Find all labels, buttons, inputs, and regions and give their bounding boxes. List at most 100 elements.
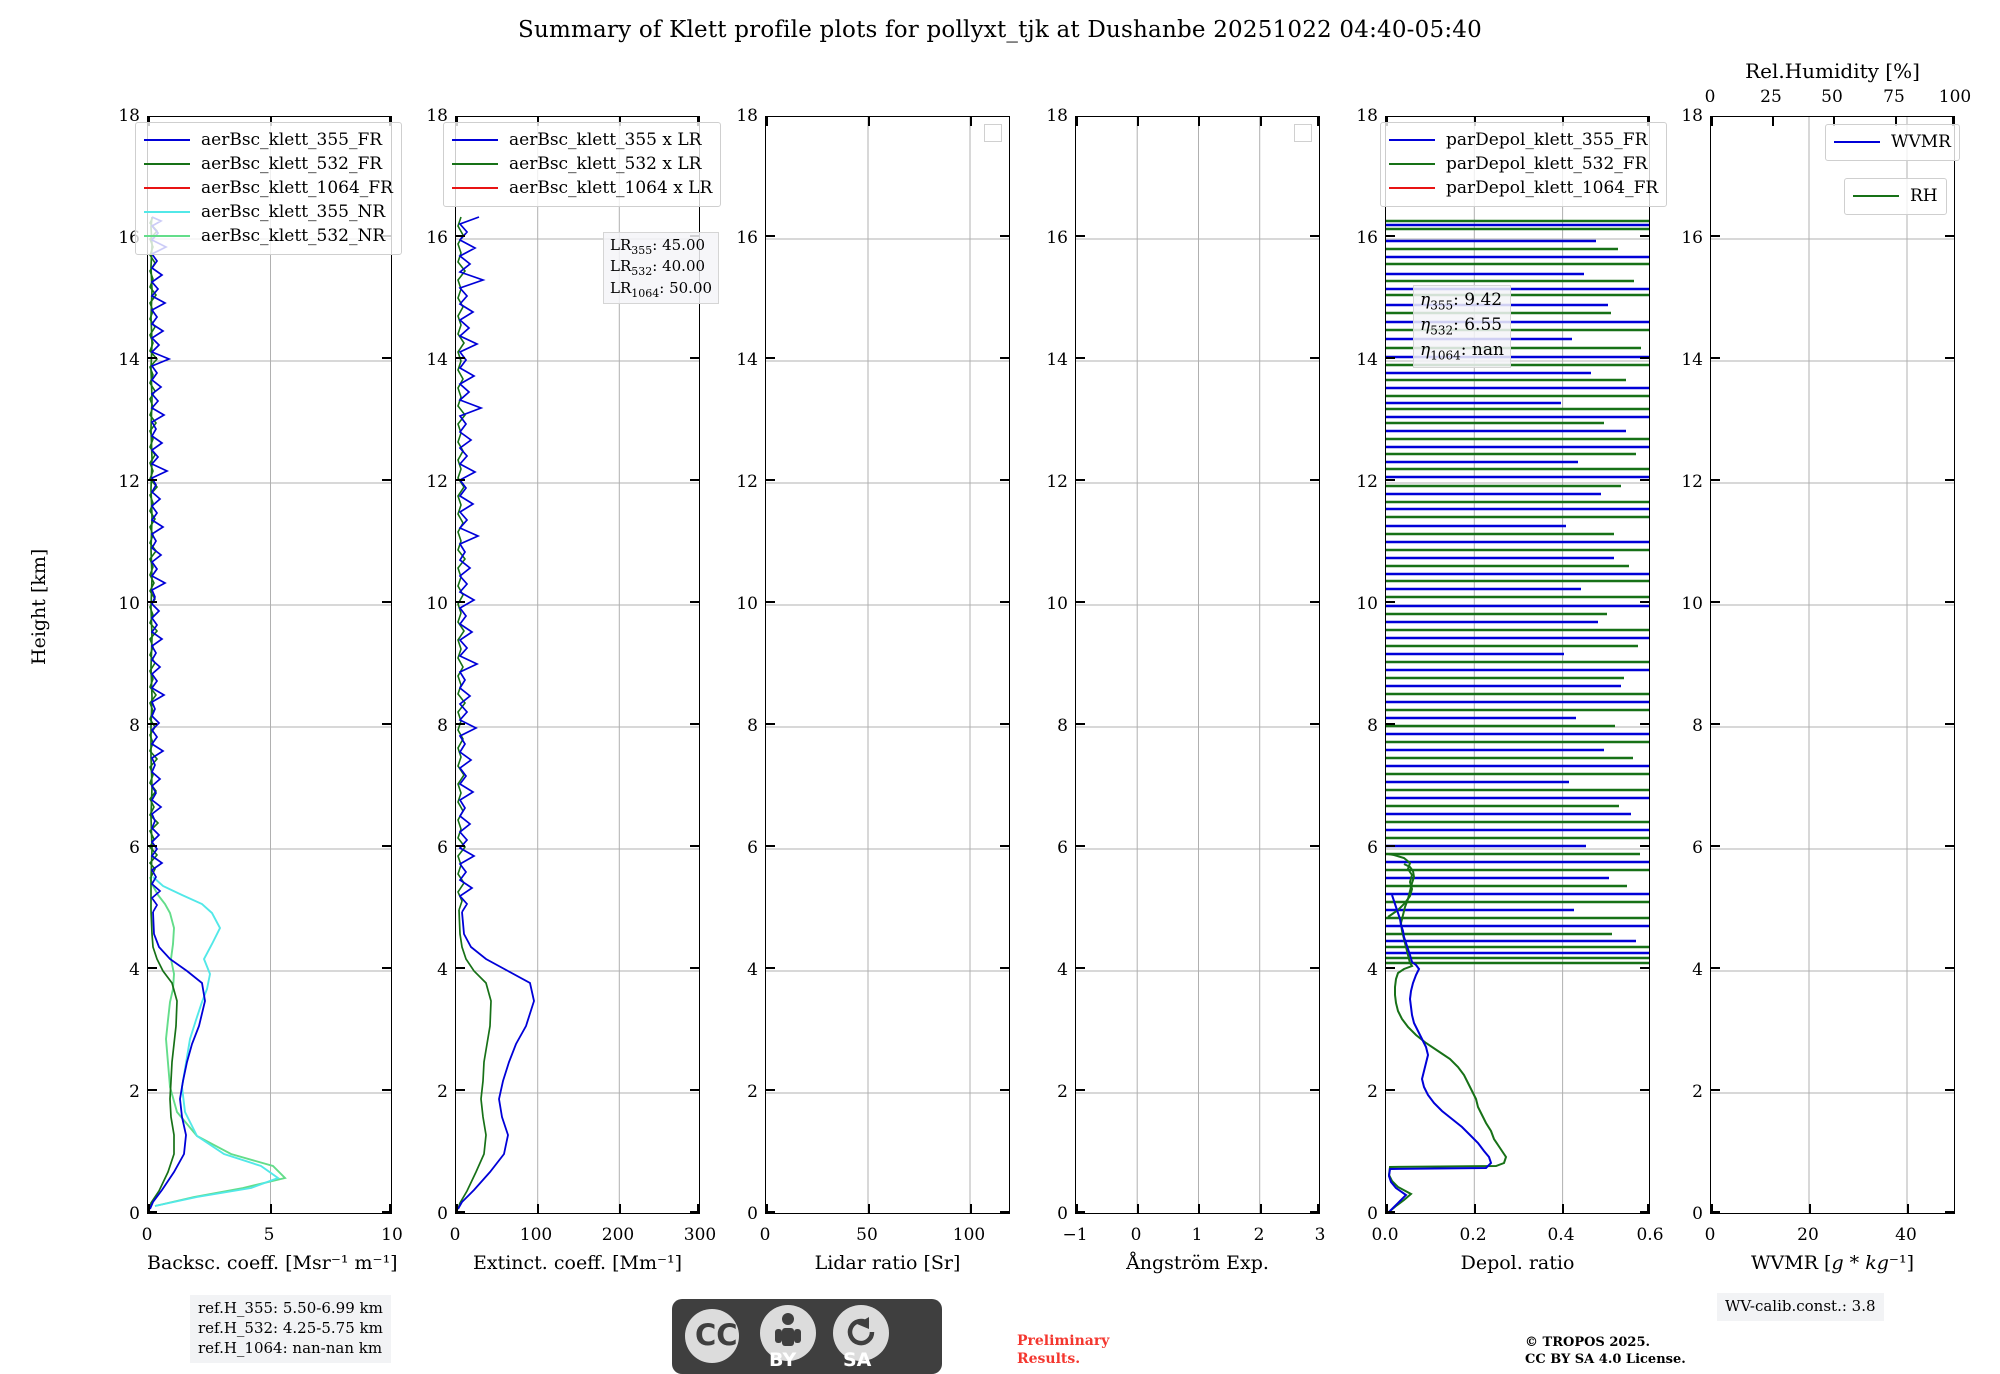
y-tick-14: 14 xyxy=(118,350,140,370)
y-tick-2: 2 xyxy=(1057,1082,1068,1102)
legend-swatch-line xyxy=(144,163,190,165)
x-tick-ae-2: 2 xyxy=(1253,1225,1265,1245)
legend-item-aerbsc-532-nr[interactable]: aerBsc_klett_532_NR xyxy=(144,224,393,248)
legend-item-pardepol-1064-fr[interactable]: parDepol_klett_1064_FR xyxy=(1389,176,1658,200)
y-tick-18: 18 xyxy=(118,106,140,126)
legend-label: parDepol_klett_355_FR xyxy=(1446,130,1648,150)
legend-item-aerbsc-355-nr[interactable]: aerBsc_klett_355_NR xyxy=(144,200,393,224)
wv-calib-const: WV-calib.const.: 3.8 xyxy=(1725,1297,1876,1315)
legend-item-aerbsc-532-fr[interactable]: aerBsc_klett_532_FR xyxy=(144,152,393,176)
y-tick-6: 6 xyxy=(747,838,758,858)
legend-label: aerBsc_klett_532_NR xyxy=(201,226,386,246)
by-label: BY xyxy=(769,1349,797,1371)
x-tick-dep-02: 0.2 xyxy=(1459,1225,1487,1245)
ref-h-355: ref.H_355: 5.50-6.99 km xyxy=(198,1299,383,1317)
y-tick-10: 10 xyxy=(118,594,140,614)
x-tick-dep-06: 0.6 xyxy=(1636,1225,1664,1245)
top-x-tick-rh-25: 25 xyxy=(1760,87,1782,107)
legend-angstrom-empty[interactable] xyxy=(1294,124,1312,142)
legend-item-aerbsc-1064-fr[interactable]: aerBsc_klett_1064_FR xyxy=(144,176,393,200)
legend-swatch-line xyxy=(452,187,498,189)
y-tick-4: 4 xyxy=(1057,960,1068,980)
copyright-line-1: © TROPOS 2025. xyxy=(1525,1335,1651,1350)
eta-532-value: 6.55 xyxy=(1464,314,1503,335)
legend-swatch-line xyxy=(1853,195,1899,197)
y-tick-18: 18 xyxy=(426,106,448,126)
y-tick-18: 18 xyxy=(1046,106,1068,126)
x-tick-ext-200: 200 xyxy=(601,1225,635,1245)
legend-label: WVMR xyxy=(1891,132,1951,152)
legend-item-pardepol-532-fr[interactable]: parDepol_klett_532_FR xyxy=(1389,152,1658,176)
x-axis-title-lidar-ratio: Lidar ratio [Sr] xyxy=(814,1252,961,1274)
y-tick-4: 4 xyxy=(437,960,448,980)
legend-swatch-line xyxy=(144,139,190,141)
legend-label: aerBsc_klett_532 x LR xyxy=(509,154,702,174)
copyright-note: © TROPOS 2025. CC BY SA 4.0 License. xyxy=(1525,1335,1686,1369)
y-tick-18: 18 xyxy=(736,106,758,126)
legend-item-pardepol-355-fr[interactable]: parDepol_klett_355_FR xyxy=(1389,128,1658,152)
y-tick-12: 12 xyxy=(736,472,758,492)
plot-area-lidar-ratio xyxy=(765,116,1010,1214)
y-tick-6: 6 xyxy=(437,838,448,858)
legend-item-rh[interactable]: RH xyxy=(1853,184,1938,208)
y-tick-12: 12 xyxy=(426,472,448,492)
x-axis-title-angstrom: Ångström Exp. xyxy=(1126,1252,1269,1274)
sa-circle xyxy=(833,1305,889,1361)
panel-water-vapour: 0 2 4 6 8 10 12 14 16 18 0 20 40 WVMR [g… xyxy=(1681,59,1971,1274)
y-tick-18: 18 xyxy=(1356,106,1378,126)
y-tick-14: 14 xyxy=(426,350,448,370)
legend-swatch-line xyxy=(144,211,190,213)
legend-item-ext-355[interactable]: aerBsc_klett_355 x LR xyxy=(452,128,712,152)
legend-item-ext-1064[interactable]: aerBsc_klett_1064 x LR xyxy=(452,176,712,200)
lidar-ratio-grid xyxy=(766,117,1009,1213)
wv-calib-box: WV-calib.const.: 3.8 xyxy=(1717,1293,1884,1321)
legend-item-aerbsc-355-fr[interactable]: aerBsc_klett_355_FR xyxy=(144,128,393,152)
extinction-curves xyxy=(456,117,699,1213)
legend-backscatter[interactable]: aerBsc_klett_355_FR aerBsc_klett_532_FR … xyxy=(135,122,402,255)
y-axis-label: Height [km] xyxy=(28,548,50,665)
legend-item-ext-532[interactable]: aerBsc_klett_532 x LR xyxy=(452,152,712,176)
plot-area-backscatter xyxy=(147,116,392,1214)
eta-355-value: 9.42 xyxy=(1464,290,1503,310)
legend-wvmr[interactable]: WVMR xyxy=(1825,124,1960,161)
x-tick-ext-0: 0 xyxy=(449,1225,461,1245)
x-tick-ext-100: 100 xyxy=(519,1225,553,1245)
cc-circle xyxy=(685,1309,739,1363)
legend-item-wvmr[interactable]: WVMR xyxy=(1834,130,1951,154)
x-tick-bsc-0: 0 xyxy=(141,1225,153,1245)
top-x-tick-rh-0: 0 xyxy=(1704,87,1716,107)
legend-label: aerBsc_klett_1064 x LR xyxy=(509,178,713,198)
reference-height-box: ref.H_355: 5.50-6.99 km ref.H_532: 4.25-… xyxy=(190,1295,391,1363)
legend-label: aerBsc_klett_355_FR xyxy=(201,130,383,150)
x-tick-ae-m1: −1 xyxy=(1062,1225,1088,1245)
lr-532-sub: 532 xyxy=(631,265,653,279)
x-tick-bsc-5: 5 xyxy=(263,1225,275,1245)
y-tick-4: 4 xyxy=(129,960,140,980)
panel-depol-ratio: 0 2 4 6 8 10 12 14 16 18 0.0 0.2 0.4 0.6… xyxy=(1356,106,1668,1274)
lr-1064-row: LR1064: 50.00 xyxy=(610,278,713,300)
depol-ratio-curves xyxy=(1386,117,1649,1213)
x-tick-wvmr-0: 0 xyxy=(1704,1225,1716,1245)
x-tick-dep-00: 0.0 xyxy=(1371,1225,1399,1245)
legend-label: parDepol_klett_532_FR xyxy=(1446,154,1648,174)
wvmr-label-text: WVMR [ xyxy=(1751,1252,1832,1274)
y-tick-8: 8 xyxy=(1692,716,1703,736)
water-vapour-grid xyxy=(1711,117,1954,1213)
legend-extinction[interactable]: aerBsc_klett_355 x LR aerBsc_klett_532 x… xyxy=(443,122,722,207)
legend-rh[interactable]: RH xyxy=(1844,178,1947,215)
lr-1064-sub: 1064 xyxy=(631,286,660,300)
share-alike-icon xyxy=(847,1317,875,1346)
legend-label: aerBsc_klett_1064_FR xyxy=(201,178,393,198)
legend-depol[interactable]: parDepol_klett_355_FR parDepol_klett_532… xyxy=(1380,122,1668,207)
eta-355-sub: 355 xyxy=(1430,298,1454,313)
y-tick-16: 16 xyxy=(426,228,448,248)
y-tick-10: 10 xyxy=(736,594,758,614)
legend-lidar-ratio-empty[interactable] xyxy=(984,124,1002,142)
page-title: Summary of Klett profile plots for polly… xyxy=(518,17,1482,43)
y-tick-16: 16 xyxy=(118,228,140,248)
x-tick-lr-50: 50 xyxy=(856,1225,878,1245)
y-tick-0: 0 xyxy=(747,1204,758,1224)
y-tick-8: 8 xyxy=(1367,716,1378,736)
y-tick-6: 6 xyxy=(1057,838,1068,858)
y-tick-10: 10 xyxy=(1356,594,1378,614)
